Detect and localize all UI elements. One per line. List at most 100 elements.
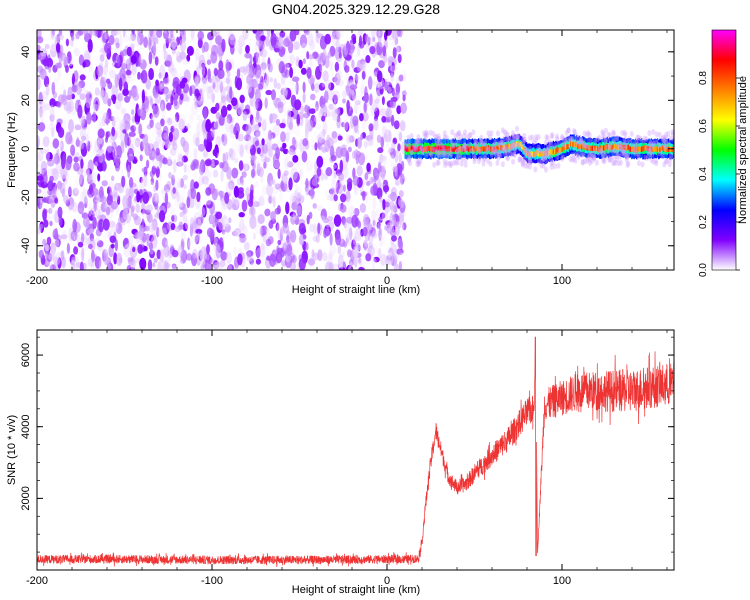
noise-cell	[76, 137, 80, 148]
noise-cell	[94, 237, 100, 244]
signal-cell	[594, 145, 596, 151]
signal-cell	[540, 151, 542, 157]
noise-cell	[304, 104, 309, 113]
noise-cell	[389, 146, 394, 153]
noise-cell	[389, 201, 395, 211]
noise-cell	[135, 203, 141, 213]
noise-cell	[109, 135, 115, 144]
noise-cell	[207, 68, 211, 83]
noise-cell	[234, 157, 239, 164]
noise-cell	[329, 60, 334, 71]
halo-cell	[513, 146, 518, 153]
signal-cell	[435, 145, 437, 151]
halo-cell	[611, 130, 616, 137]
noise-cell	[136, 233, 141, 244]
noise-cell	[95, 100, 99, 112]
noise-cell	[177, 244, 184, 257]
noise-cell	[108, 181, 115, 191]
noise-cell	[363, 101, 367, 114]
noise-cell	[300, 67, 307, 75]
noise-cell	[378, 30, 384, 37]
halo-cell	[416, 160, 421, 166]
noise-cell	[86, 111, 92, 125]
signal-cell	[621, 144, 623, 150]
halo-cell	[479, 139, 484, 146]
noise-cell	[358, 266, 365, 270]
halo-cell	[462, 133, 467, 139]
noise-cell	[362, 190, 366, 201]
noise-cell	[149, 113, 153, 120]
noise-cell	[163, 30, 167, 34]
halo-cell	[665, 158, 670, 165]
noise-cell	[148, 221, 154, 233]
noise-cell	[97, 117, 102, 129]
noise-cell	[391, 253, 395, 266]
noise-cell	[266, 227, 271, 234]
noise-cell	[393, 263, 400, 270]
halo-cell	[483, 155, 487, 162]
noise-cell	[193, 148, 198, 160]
noise-cell	[189, 199, 195, 209]
noise-cell	[110, 30, 118, 36]
noise-cell	[59, 140, 64, 152]
noise-cell	[154, 160, 161, 169]
noise-cell	[393, 120, 400, 130]
noise-cell	[179, 35, 183, 46]
signal-cell	[500, 145, 502, 151]
noise-cell	[257, 82, 265, 92]
noise-cell	[210, 51, 218, 64]
halo-cell	[587, 151, 592, 158]
halo-cell	[449, 160, 454, 167]
halo-cell	[632, 142, 637, 148]
noise-cell	[104, 42, 112, 54]
noise-cell	[252, 30, 258, 34]
halo-cell	[479, 134, 484, 141]
noise-cell	[284, 254, 292, 269]
halo-cell	[428, 150, 433, 157]
noise-cell	[107, 98, 112, 107]
halo-cell	[497, 151, 502, 158]
noise-cell	[260, 62, 267, 70]
halo-cell	[462, 142, 467, 149]
noise-cell	[324, 79, 332, 92]
halo-cell	[564, 129, 569, 136]
halo-cell	[436, 159, 441, 166]
noise-cell	[107, 145, 113, 154]
noise-cell	[394, 164, 398, 177]
noise-cell	[359, 57, 365, 71]
halo-cell	[443, 148, 448, 155]
noise-cell	[37, 188, 42, 194]
noise-cell	[130, 32, 137, 42]
noise-cell	[179, 258, 186, 264]
noise-cell	[38, 249, 44, 259]
halo-cell	[534, 137, 539, 144]
signal-cell	[475, 145, 477, 151]
noise-cell	[392, 47, 397, 59]
halo-cell	[622, 151, 627, 158]
halo-cell	[608, 132, 613, 139]
noise-cell	[283, 87, 289, 96]
signal-cell	[557, 147, 559, 153]
halo-cell	[576, 153, 581, 160]
halo-cell	[425, 131, 429, 138]
noise-cell	[97, 128, 105, 139]
noise-cell	[149, 242, 153, 251]
noise-cell	[337, 46, 342, 53]
noise-cell	[256, 39, 263, 47]
noise-cell	[347, 265, 353, 270]
halo-cell	[605, 144, 610, 151]
signal-cell	[571, 140, 573, 146]
noise-cell	[248, 85, 255, 99]
noise-cell	[110, 243, 115, 249]
noise-cell	[265, 74, 269, 87]
halo-cell	[626, 152, 631, 159]
noise-cell	[265, 89, 273, 96]
noise-cell	[158, 259, 165, 269]
noise-cell	[39, 147, 47, 154]
noise-cell	[160, 186, 165, 199]
noise-cell	[252, 201, 260, 208]
halo-cell	[432, 161, 437, 168]
noise-cell	[331, 131, 338, 139]
noise-cell	[143, 225, 151, 232]
signal-cell	[492, 145, 495, 152]
